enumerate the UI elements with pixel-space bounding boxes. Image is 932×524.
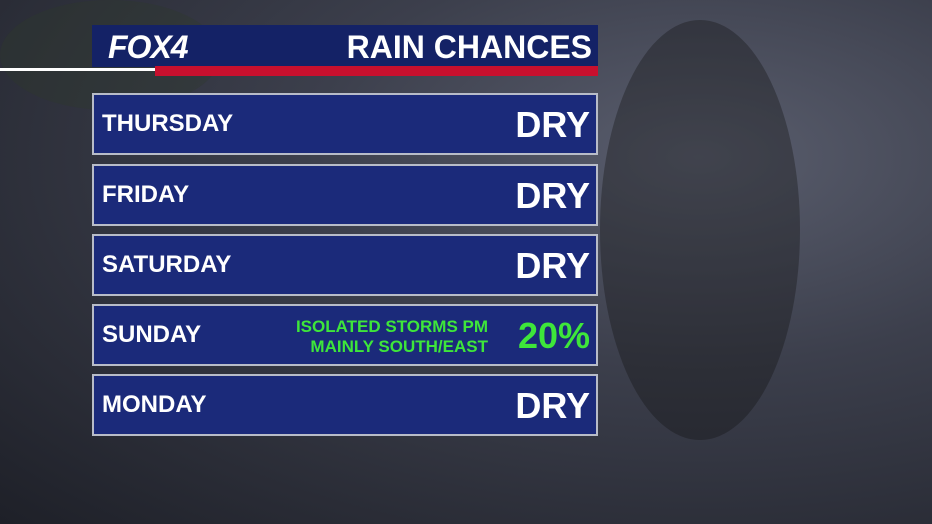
day-row: FRIDAY DRY — [92, 164, 598, 226]
background-shape — [600, 20, 800, 440]
rain-value: DRY — [515, 385, 590, 426]
header: FOX4 RAIN CHANCES — [92, 25, 598, 67]
note-line: ISOLATED STORMS PM — [295, 317, 488, 336]
day-row: THURSDAY DRY — [92, 93, 598, 155]
day-row: SATURDAY DRY — [92, 234, 598, 296]
day-row: MONDAY DRY — [92, 374, 598, 436]
title: RAIN CHANCES — [346, 29, 592, 65]
day-row: SUNDAY ISOLATED STORMS PM MAINLY SOUTH/E… — [92, 304, 598, 366]
rain-value: DRY — [515, 104, 590, 145]
day-label: SUNDAY — [102, 321, 202, 348]
day-label: MONDAY — [102, 391, 207, 418]
header-underline — [155, 66, 598, 76]
header-line — [0, 68, 155, 71]
rain-value: DRY — [515, 245, 590, 286]
note-line: MAINLY SOUTH/EAST — [310, 337, 488, 356]
rain-note: ISOLATED STORMS PM MAINLY SOUTH/EAST — [296, 317, 488, 357]
logo: FOX4 — [108, 29, 189, 65]
day-label: FRIDAY — [102, 181, 190, 208]
day-label: SATURDAY — [102, 251, 232, 278]
day-label: THURSDAY — [102, 110, 234, 137]
rain-value: 20% — [517, 315, 590, 356]
rain-value: DRY — [515, 175, 590, 216]
